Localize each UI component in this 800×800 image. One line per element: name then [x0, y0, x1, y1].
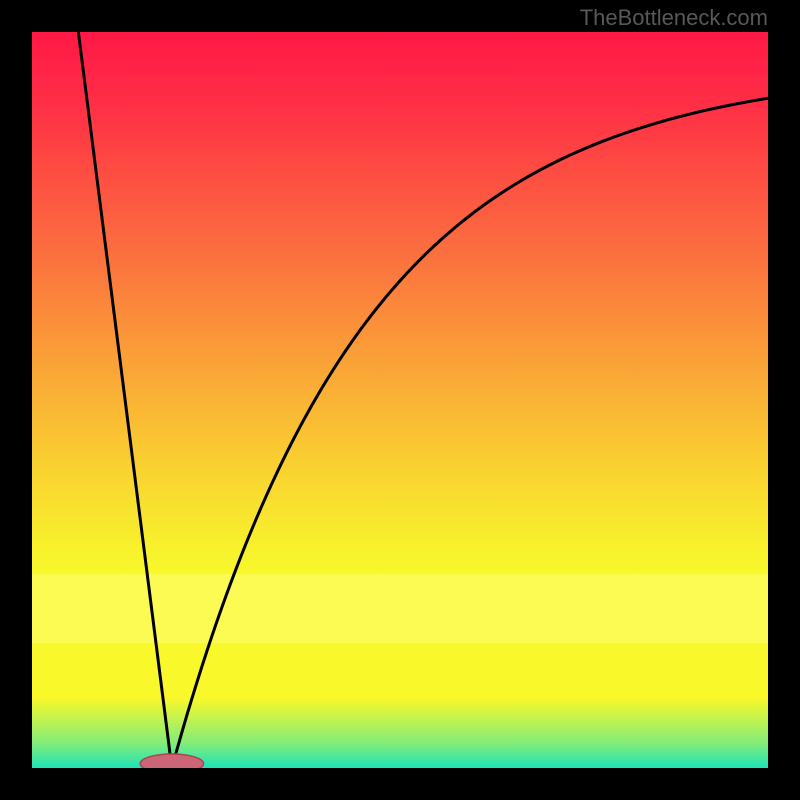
- left-line: [78, 32, 171, 768]
- attribution-label: TheBottleneck.com: [580, 5, 768, 31]
- curve-overlay: [32, 32, 768, 768]
- bottleneck-marker: [140, 754, 203, 768]
- right-curve: [172, 98, 768, 768]
- plot-area: [32, 32, 768, 768]
- chart-container: TheBottleneck.com: [0, 0, 800, 800]
